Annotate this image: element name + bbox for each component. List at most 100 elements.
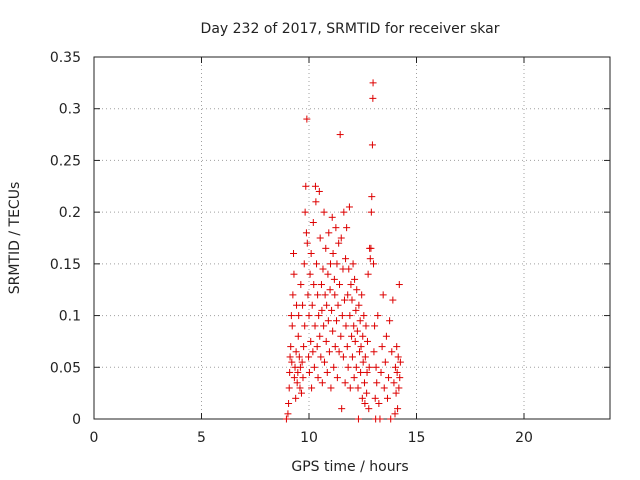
y-tick-label: 0.3 [59,102,81,118]
data-point [363,337,371,345]
data-point [325,348,333,356]
data-point [297,389,305,397]
x-tick-label: 10 [300,430,318,446]
data-point [323,301,331,309]
data-point [333,374,341,382]
data-point [298,358,306,366]
data-point [320,208,328,216]
data-point [289,291,297,299]
data-point [310,281,318,289]
y-tick-label: 0.35 [50,50,81,66]
data-point [325,229,333,237]
data-point [329,327,337,335]
data-point [337,234,345,242]
data-point [326,286,334,294]
data-point [371,322,379,330]
data-point [330,275,338,283]
data-point [309,218,317,226]
data-point [343,224,351,232]
data-point [352,363,360,371]
data-point [365,363,373,371]
data-point [345,265,353,273]
data-point [395,384,403,392]
data-point [312,198,320,206]
data-point [392,389,400,397]
x-tick-label: 5 [197,430,206,446]
data-point [292,394,300,402]
data-point [360,312,368,320]
data-point [346,312,354,320]
data-point [285,399,293,407]
data-point [305,368,313,376]
data-point [305,353,313,361]
y-tick-label: 0.25 [50,153,81,169]
data-point [375,399,383,407]
data-point [302,182,310,190]
data-point [353,327,361,335]
data-point [349,260,357,268]
x-tick-label: 0 [90,430,99,446]
data-point [331,343,339,351]
data-point [390,379,398,387]
data-point [330,363,338,371]
data-point [395,281,403,289]
x-tick-label: 15 [408,430,426,446]
data-point [317,281,325,289]
data-point [301,322,309,330]
y-tick-label: 0.1 [59,309,81,325]
data-point [328,306,336,314]
y-tick-label: 0.05 [50,360,81,376]
data-point [285,384,293,392]
data-point [376,415,384,423]
data-point [351,337,359,345]
data-point [338,405,346,413]
data-point [295,353,303,361]
data-point [309,348,317,356]
data-point [394,405,402,413]
data-point [313,260,321,268]
data-point [308,301,316,309]
data-point [324,317,332,325]
data-point [372,363,380,371]
data-point [361,399,369,407]
data-point [295,312,303,320]
data-point [343,343,351,351]
data-point [391,410,399,418]
data-point [286,353,294,361]
data-point [348,296,356,304]
data-point [353,286,361,294]
data-point [389,296,397,304]
data-point [332,224,340,232]
data-point [358,394,366,402]
data-point [396,358,404,366]
data-point [293,379,301,387]
data-point [357,368,365,376]
data-point [344,363,352,371]
data-point [333,260,341,268]
data-point [290,374,298,382]
data-point [393,368,401,376]
data-point [368,193,376,201]
data-point [356,317,364,325]
data-point [329,250,337,258]
data-point [354,384,362,392]
data-point [348,353,356,361]
data-point [373,379,381,387]
data-point [346,384,354,392]
data-point [361,353,369,361]
data-point [385,374,393,382]
data-point [371,394,379,402]
data-point [380,384,388,392]
data-point [350,374,358,382]
data-point [363,389,371,397]
data-point [340,208,348,216]
data-point [327,260,334,268]
data-point [387,415,395,423]
data-point [342,322,350,330]
plot-area-border [93,56,611,420]
data-point [287,312,295,320]
data-point [364,270,372,278]
data-point [297,281,305,289]
data-point [356,348,364,356]
data-point [370,260,377,268]
